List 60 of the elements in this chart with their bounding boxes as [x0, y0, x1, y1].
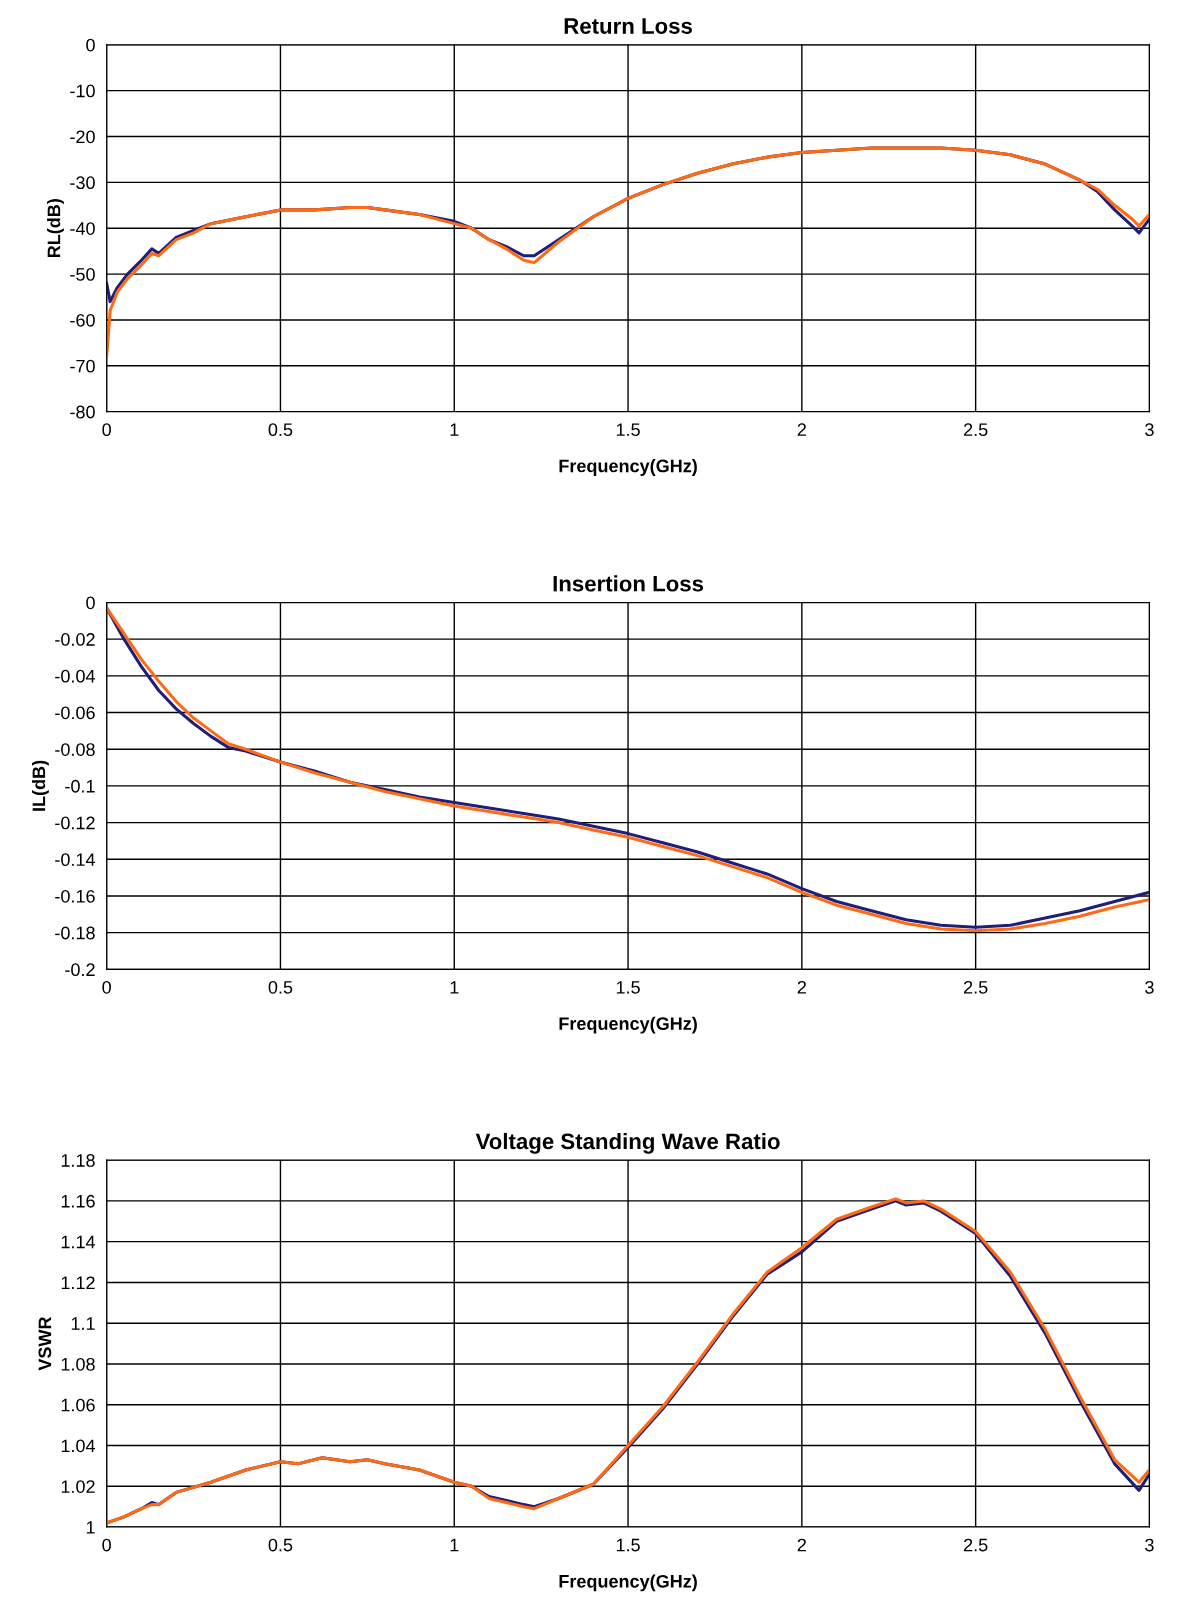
y-tick-label: -60: [70, 313, 95, 327]
y-tick-label: -0.1: [65, 779, 95, 793]
y-tick-label: -70: [70, 359, 95, 373]
x-tick-label: 3: [1145, 980, 1154, 994]
x-tick-label: 1: [450, 423, 459, 436]
y-tick-label: -80: [70, 405, 95, 419]
chart-title: Return Loss: [564, 18, 692, 34]
y-tick-label: 1: [86, 1521, 95, 1534]
x-tick-label: 2.5: [964, 980, 988, 994]
y-tick-label: -0.2: [65, 963, 95, 977]
x-tick-label: 0: [102, 980, 111, 994]
y-tick-label: -0.02: [55, 633, 95, 646]
y-tick-label: -0.14: [55, 853, 96, 867]
x-tick-label: 3: [1145, 1538, 1154, 1552]
x-tick-label: 1: [450, 981, 459, 994]
x-axis-title: Frequency(GHz): [559, 459, 697, 476]
y-tick-label: -10: [70, 84, 95, 98]
chart-title: Insertion Loss: [553, 575, 704, 592]
x-tick-label: 2: [797, 423, 806, 436]
chart-title: Voltage Standing Wave Ratio: [475, 1132, 780, 1154]
x-tick-label: 1.5: [616, 1538, 640, 1552]
y-tick-label: -0.12: [55, 816, 95, 830]
x-tick-label: 2.5: [964, 1538, 988, 1552]
y-tick-label: 1.18: [61, 1154, 95, 1167]
y-tick-label: 1.02: [61, 1480, 95, 1493]
x-tick-label: 1.5: [616, 423, 640, 437]
y-tick-label: 1.16: [61, 1194, 95, 1208]
y-tick-label: -0.06: [55, 706, 95, 720]
y-tick-label: -0.04: [55, 669, 96, 683]
y-axis-title: IL(dB): [32, 760, 49, 811]
x-tick-label: 3: [1145, 423, 1154, 437]
x-tick-label: 2: [797, 980, 806, 994]
y-axis-title: RL(dB): [47, 199, 64, 258]
x-tick-label: 0: [102, 423, 111, 437]
y-tick-label: 0: [86, 38, 95, 52]
x-tick-label: 2: [797, 1538, 806, 1552]
y-tick-label: -30: [70, 176, 95, 190]
x-axis-title: Frequency(GHz): [559, 1574, 697, 1592]
y-tick-label: 1.04: [61, 1439, 96, 1453]
y-tick-label: 1.14: [61, 1235, 96, 1249]
y-tick-label: -0.18: [55, 926, 95, 940]
y-tick-label: -0.16: [55, 889, 95, 903]
x-tick-label: 1.5: [616, 981, 640, 994]
x-tick-label: 1: [450, 1538, 459, 1552]
x-tick-label: 0.5: [268, 1538, 293, 1552]
y-tick-label: -0.08: [55, 743, 95, 756]
y-tick-label: 1.08: [61, 1357, 95, 1371]
y-tick-label: 1.1: [71, 1317, 95, 1330]
y-tick-label: 1.06: [61, 1398, 95, 1412]
y-tick-label: -40: [70, 222, 95, 235]
x-tick-label: 2.5: [964, 423, 988, 437]
y-tick-label: -50: [70, 268, 95, 281]
x-tick-label: 0.5: [268, 423, 293, 437]
x-tick-label: 0: [102, 1538, 111, 1552]
x-tick-label: 0.5: [268, 980, 293, 994]
y-tick-label: 1.12: [61, 1276, 95, 1289]
y-tick-label: 0: [86, 596, 95, 610]
x-axis-title: Frequency(GHz): [559, 1016, 697, 1034]
y-tick-label: -20: [70, 130, 95, 144]
y-axis-title: VSWR: [38, 1316, 52, 1371]
